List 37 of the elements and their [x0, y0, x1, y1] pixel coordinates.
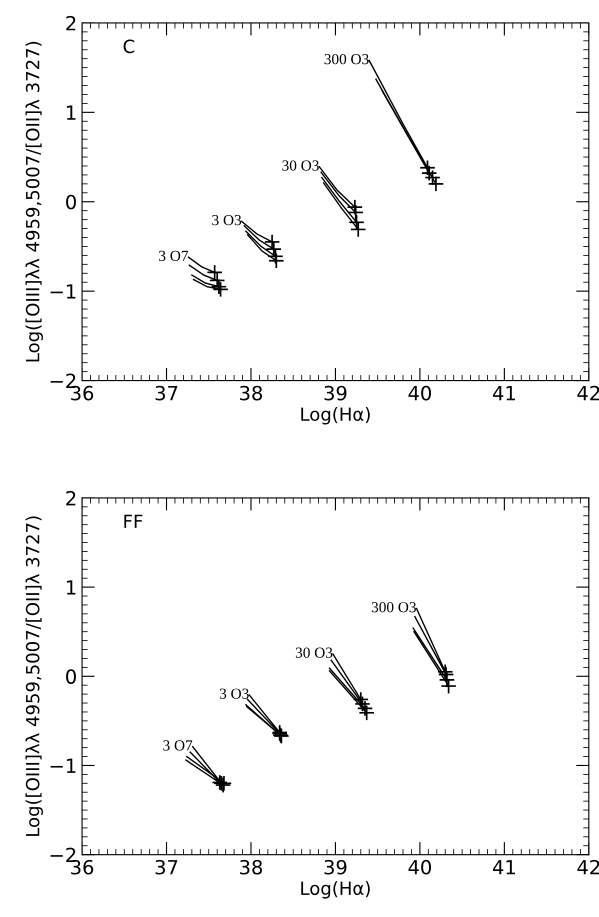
annotation: C [124, 40, 134, 54]
x-tick-label: 37 [156, 386, 178, 400]
y-tick-label: 0 [66, 669, 76, 684]
x-tick-label: 36 [71, 386, 94, 400]
annotation: 30 O3 [282, 160, 319, 171]
x-tick-label: 40 [408, 860, 431, 875]
x-tick-label: 39 [324, 860, 346, 875]
annotation: FF [124, 514, 142, 528]
x-tick-label: 38 [240, 386, 262, 400]
x-tick-label: 41 [492, 860, 515, 874]
x-tick-label: 39 [324, 386, 346, 400]
x-tick-label: 36 [71, 860, 94, 875]
y-tick-label: 1 [66, 106, 76, 120]
annotation: 3 O3 [212, 214, 242, 226]
y-tick-label: −1 [50, 284, 76, 299]
x-tick-label: 42 [577, 860, 599, 874]
x-tick-label: 37 [156, 860, 178, 875]
annotation: 3 O3 [220, 688, 249, 699]
y-axis-title: Log([OIII]λλ 4959,5007/[OII]λ 3727) [26, 42, 43, 362]
annotation: 300 O3 [324, 54, 369, 64]
y-axis-title: Log([OIII]λλ 4959,5007/[OII]λ 3727) [26, 516, 43, 836]
y-tick-label: 2 [66, 490, 76, 506]
y-tick-label: −2 [50, 374, 76, 388]
annotation: 3 O7 [163, 740, 192, 751]
annotation: 300 O3 [372, 602, 416, 612]
x-axis-title: Log(Hα) [301, 407, 370, 424]
x-tick-label: 41 [492, 386, 515, 400]
annotation: 3 O7 [159, 250, 188, 261]
x-tick-label: 42 [577, 386, 599, 400]
y-tick-label: 0 [66, 194, 76, 210]
y-tick-label: −1 [50, 758, 76, 773]
y-tick-label: 1 [66, 580, 76, 594]
annotation: 30 O3 [296, 648, 332, 658]
y-tick-label: 2 [66, 16, 76, 30]
x-tick-label: 38 [240, 860, 262, 875]
x-tick-label: 40 [408, 386, 431, 400]
x-axis-title: Log(Hα) [301, 881, 370, 899]
